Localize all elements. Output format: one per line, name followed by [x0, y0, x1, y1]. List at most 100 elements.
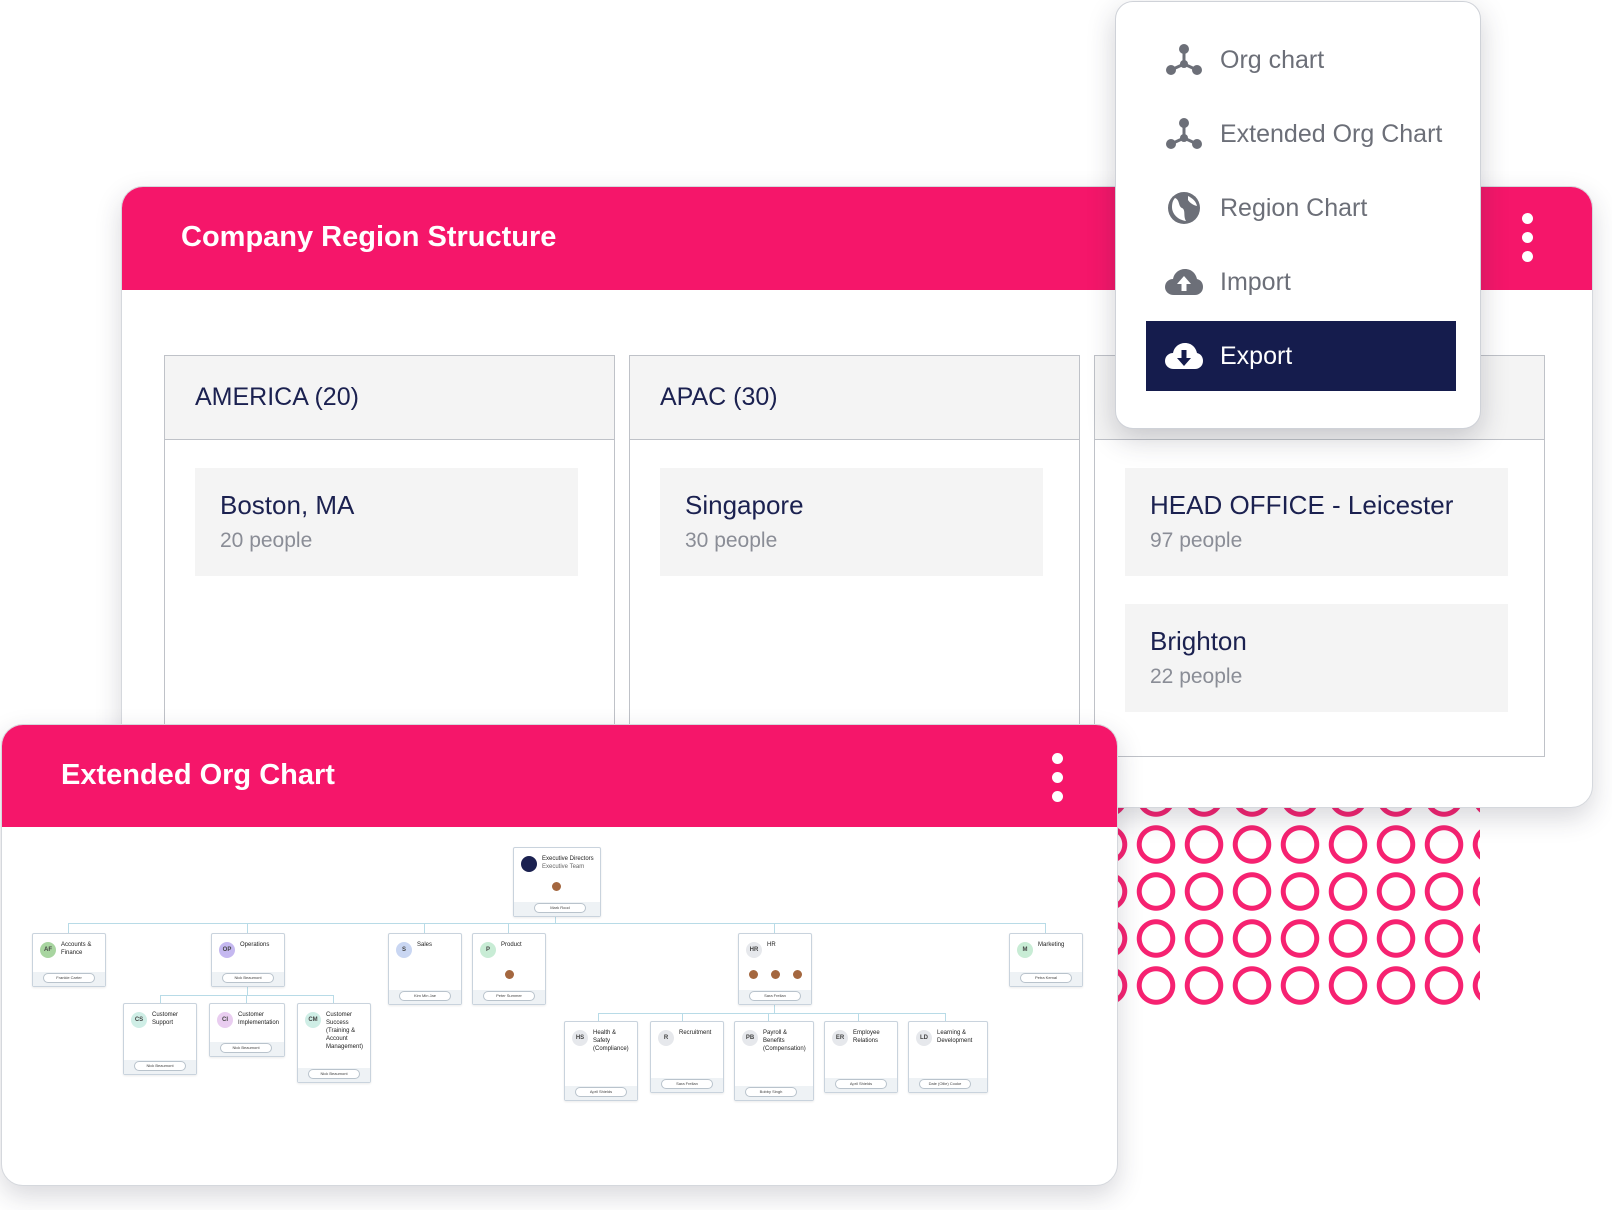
person-avatar — [771, 970, 780, 979]
person-pill[interactable]: Frankie Carter — [43, 973, 95, 983]
team-badge: R — [658, 1030, 674, 1046]
org-node-health-safety[interactable]: HS Health & Safety (Compliance) April Sh… — [564, 1021, 638, 1101]
person-pill[interactable]: Petra Kemal — [1020, 973, 1072, 983]
location-name: Brighton — [1150, 626, 1247, 656]
team-badge: PB — [742, 1030, 758, 1046]
menu-item-import[interactable]: Import — [1146, 247, 1456, 317]
node-title: Customer Support — [152, 1012, 179, 1026]
location-name: HEAD OFFICE - Leicester — [1150, 490, 1454, 520]
region-card-more-button[interactable] — [1520, 213, 1534, 262]
menu-item-region-chart[interactable]: Region Chart — [1146, 173, 1456, 243]
node-title: Customer Success (Training & Account Man… — [326, 1012, 364, 1050]
org-card-header: Extended Org Chart — [2, 725, 1117, 827]
location-card-boston[interactable]: Boston, MA 20 people — [195, 468, 578, 576]
org-card-more-button[interactable] — [1050, 753, 1064, 802]
node-title: Learning & Development — [937, 1030, 973, 1044]
menu-item-label: Import — [1220, 267, 1291, 296]
connector-line — [682, 1013, 683, 1021]
dot — [1521, 213, 1533, 224]
org-node-product[interactable]: P Product Peter Summer — [472, 933, 546, 1005]
menu-item-extended-org-chart[interactable]: Extended Org Chart — [1146, 99, 1456, 169]
team-badge: P — [480, 942, 496, 958]
location-count: 20 people — [220, 529, 313, 552]
connector-line — [68, 923, 1046, 924]
dot — [1051, 791, 1063, 802]
org-node-customer-success[interactable]: CM Customer Success (Training & Account … — [297, 1003, 371, 1083]
region-card-title: Company Region Structure — [181, 221, 557, 253]
org-node-operations[interactable]: OP Operations Nick Beaumont — [211, 933, 285, 987]
connector-line — [160, 995, 161, 1003]
person-pill[interactable]: April Shields — [835, 1079, 887, 1089]
team-badge: LD — [916, 1030, 932, 1046]
person-pill[interactable]: Nick Beaumont — [220, 1043, 272, 1053]
person-avatar — [749, 970, 758, 979]
person-pill[interactable]: Nick Beaumont — [308, 1069, 360, 1079]
menu-item-org-chart[interactable]: Org chart — [1146, 25, 1456, 95]
org-node-employee-relations[interactable]: ER Employee Relations April Shields — [824, 1021, 898, 1093]
person-pill[interactable]: Nick Beaumont — [134, 1061, 186, 1071]
person-pill[interactable]: April Shields — [575, 1087, 627, 1097]
org-card-title: Extended Org Chart — [61, 759, 335, 791]
node-title: Payroll & Benefits (Compensation) — [763, 1030, 806, 1052]
org-node-sales[interactable]: S Sales Kim Min Jae — [388, 933, 462, 1005]
connector-line — [424, 923, 425, 933]
team-logo-icon — [521, 856, 537, 872]
person-avatar — [505, 970, 514, 979]
location-card-brighton[interactable]: Brighton 22 people — [1125, 604, 1508, 712]
connector-line — [246, 995, 247, 1003]
connector-line — [774, 1003, 775, 1013]
location-card-singapore[interactable]: Singapore 30 people — [660, 468, 1043, 576]
person-pill[interactable]: Sara Frellan — [661, 1079, 713, 1089]
person-pill[interactable]: Dale (Ollie) Cooke — [919, 1079, 971, 1089]
org-node-payroll[interactable]: PB Payroll & Benefits (Compensation) Bob… — [734, 1021, 814, 1101]
connector-line — [333, 995, 334, 1003]
extended-org-chart-icon — [1164, 114, 1204, 154]
cloud-download-icon — [1164, 336, 1204, 376]
node-title: Accounts & Finance — [61, 942, 92, 956]
team-badge: AF — [40, 942, 56, 958]
person-pill[interactable]: Mark Rood — [534, 903, 586, 913]
location-card-head-office[interactable]: HEAD OFFICE - Leicester 97 people — [1125, 468, 1508, 576]
region-column-header: APAC (30) — [630, 356, 1079, 440]
connector-line — [858, 1013, 859, 1021]
org-node-executive[interactable]: Executive Directors Executive Team Mark … — [513, 847, 601, 917]
org-node-customer-implementation[interactable]: CI Customer Implementation Nick Beaumont — [209, 1003, 285, 1057]
org-node-marketing[interactable]: M Marketing Petra Kemal — [1009, 933, 1083, 987]
team-badge: ER — [832, 1030, 848, 1046]
org-node-hr[interactable]: HR HR Sara Frellan — [738, 933, 812, 1005]
dot — [1521, 232, 1533, 243]
extended-org-chart-card: Extended Org Chart Executive Directors E… — [1, 724, 1118, 1186]
node-title: Health & Safety (Compliance) — [593, 1030, 629, 1052]
connector-line — [68, 923, 69, 933]
person-pill[interactable]: Nick Beaumont — [222, 973, 274, 983]
team-badge: HS — [572, 1030, 588, 1046]
node-title: Customer Implementation — [238, 1012, 280, 1026]
menu-item-label: Export — [1220, 341, 1293, 370]
person-pill[interactable]: Peter Summer — [483, 991, 535, 1001]
chart-options-menu: Org chart Extended Org Chart Region Char… — [1115, 1, 1481, 429]
org-node-accounts[interactable]: AF Accounts & Finance Frankie Carter — [32, 933, 106, 987]
connector-line — [768, 1013, 769, 1021]
connector-line — [598, 1013, 946, 1014]
org-node-customer-support[interactable]: CS Customer Support Nick Beaumont — [123, 1003, 197, 1075]
menu-item-label: Region Chart — [1220, 193, 1368, 222]
org-node-recruitment[interactable]: R Recruitment Sara Frellan — [650, 1021, 724, 1093]
person-pill[interactable]: Bobby Singh — [745, 1087, 797, 1097]
node-title: HR — [767, 942, 776, 948]
location-count: 97 people — [1150, 529, 1243, 552]
dot — [1051, 772, 1063, 783]
team-badge: CS — [131, 1012, 147, 1028]
connector-line — [160, 995, 334, 996]
dot — [1051, 753, 1063, 764]
location-count: 30 people — [685, 529, 778, 552]
person-pill[interactable]: Sara Frellan — [749, 991, 801, 1001]
org-node-learning-development[interactable]: LD Learning & Development Dale (Ollie) C… — [908, 1021, 988, 1093]
person-pill[interactable]: Kim Min Jae — [399, 991, 451, 1001]
location-count: 22 people — [1150, 665, 1243, 688]
menu-item-export[interactable]: Export — [1146, 321, 1456, 391]
connector-line — [774, 923, 775, 933]
team-badge: HR — [746, 942, 762, 958]
connector-line — [555, 913, 556, 923]
menu-item-label: Extended Org Chart — [1220, 119, 1443, 148]
node-title: Operations — [240, 942, 270, 948]
